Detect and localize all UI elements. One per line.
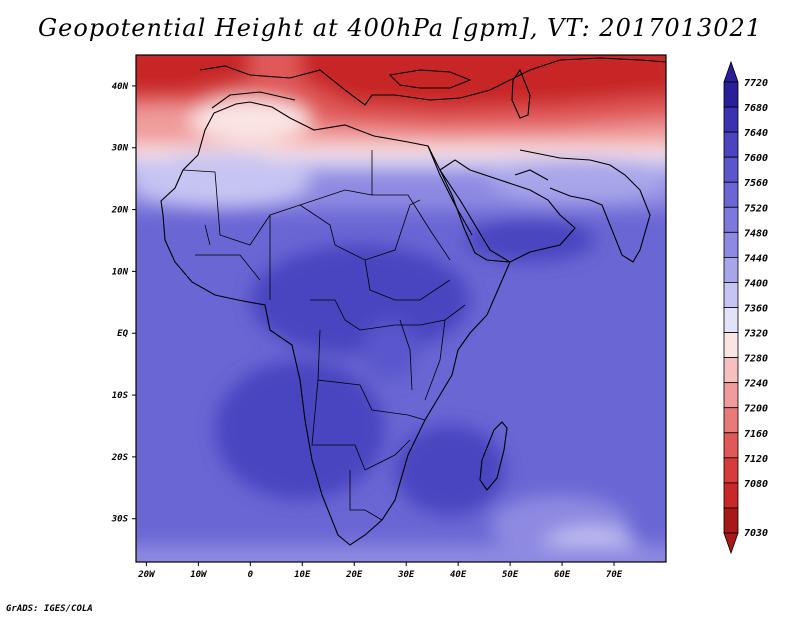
colorbar-level-label: 7440 (744, 253, 768, 264)
colorbar-level-label: 7160 (744, 429, 768, 440)
lon-tick-label: 20E (345, 570, 363, 580)
colorbar-swatch (723, 357, 739, 384)
lat-tick-label: 10S (112, 391, 129, 401)
coastlines (160, 57, 666, 546)
colorbar-level-label: 7640 (744, 128, 768, 139)
colorbar-level-label: 7520 (744, 203, 768, 214)
lon-tick-label: 10W (190, 570, 208, 580)
colorbar-level-label: 7030 (744, 528, 768, 539)
colorbar-swatch (723, 181, 739, 208)
colorbar-level-label: 7320 (744, 329, 768, 340)
colorbar-min-arrow (723, 532, 739, 555)
colorbar-level-label: 7680 (744, 103, 768, 114)
colorbar-level-label: 7720 (744, 78, 768, 89)
colorbar-level-label: 7600 (744, 153, 768, 164)
lon-tick-label: 0 (248, 570, 254, 580)
lat-tick-label: 40N (112, 82, 129, 92)
colorbar-level-label: 7400 (744, 278, 768, 289)
colorbar-swatch (723, 307, 739, 333)
colorbar-max-arrow (723, 60, 739, 83)
country-borders (182, 150, 466, 521)
lat-tick-label: 30S (111, 515, 129, 525)
lon-tick-label: 50E (502, 570, 519, 580)
lat-tick-label: 20S (111, 453, 129, 463)
colorbar-swatch (723, 382, 739, 409)
lon-tick-label: 30E (397, 570, 415, 580)
lat-tick-label: 10N (112, 267, 129, 277)
colorbar-level-label: 7240 (744, 379, 768, 390)
colorbar-swatch (723, 282, 739, 308)
plot-frame (135, 54, 667, 563)
colorbar-level-label: 7560 (744, 178, 768, 189)
colorbar-swatch (723, 457, 739, 484)
lat-tick-label: 30N (111, 144, 129, 154)
lon-tick-label: 70E (606, 570, 623, 580)
colorbar-swatch (723, 106, 739, 133)
colorbar-level-label: 7360 (744, 304, 768, 315)
colorbar-level-label: 7120 (744, 454, 768, 465)
colorbar-swatch (723, 482, 739, 509)
colorbar-swatch (723, 206, 739, 233)
map-title: Geopotential Height at 400hPa [gpm], VT:… (38, 14, 762, 42)
colorbar-swatch (723, 81, 739, 108)
colorbar-swatch (723, 507, 739, 534)
colorbar-swatch (723, 231, 739, 258)
lat-tick-label: EQ (117, 329, 128, 339)
colorbar-level-label: 7080 (744, 479, 768, 490)
lon-tick-label: 60E (554, 570, 571, 580)
colorbar: 7720 7680 7640 7600 7560 7520 7480 7440 7400 7360… (723, 60, 768, 555)
longitude-axis: 20W 10W 0 10E 20E 30E 40E 50E 60E 70E (137, 562, 623, 580)
colorbar-swatch (723, 156, 739, 183)
lon-tick-label: 20W (137, 570, 156, 580)
colorbar-level-label: 7280 (744, 354, 768, 365)
height-field (136, 55, 666, 562)
lat-tick-label: 20N (111, 206, 129, 216)
colorbar-level-label: 7480 (744, 228, 768, 239)
colorbar-swatch (723, 432, 739, 459)
colorbar-swatch (723, 256, 739, 283)
grads-credit: GrADS: IGES/COLA (6, 604, 93, 614)
colorbar-swatch (723, 407, 739, 434)
colorbar-swatch (723, 332, 739, 359)
colorbar-level-label: 7200 (744, 404, 768, 415)
latitude-axis: 40N 30N 20N 10N EQ 10S 20S 30S (111, 82, 136, 525)
colorbar-swatch (723, 131, 739, 158)
lon-tick-label: 40E (450, 570, 467, 580)
lon-tick-label: 10E (294, 570, 311, 580)
